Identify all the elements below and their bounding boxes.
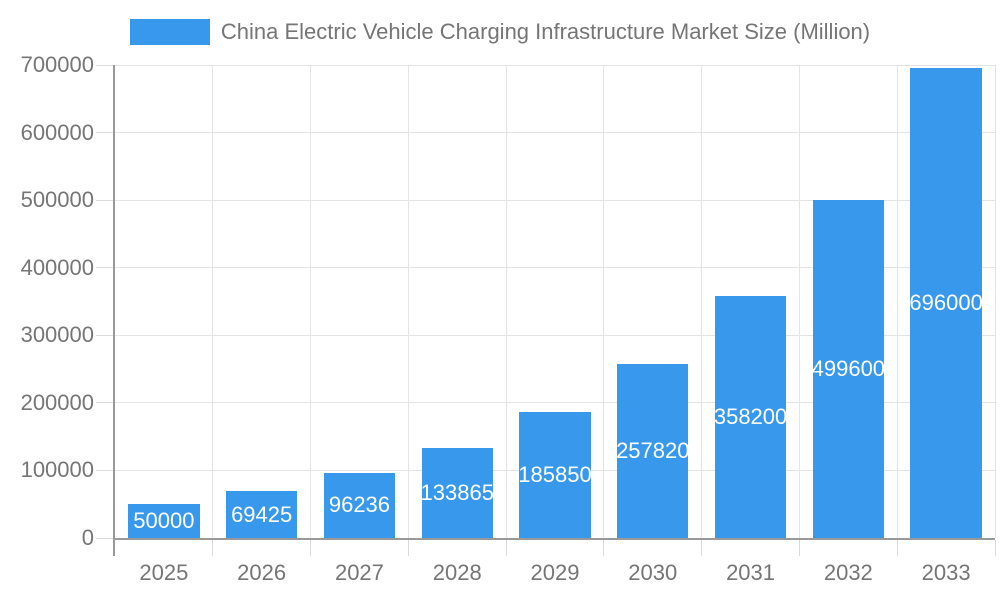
x-tick-label: 2026 xyxy=(237,560,287,585)
bar[interactable]: 69425 xyxy=(225,491,298,538)
x-tick xyxy=(603,540,605,556)
bar-value-label: 257820 xyxy=(616,437,690,463)
bar[interactable]: 499600 xyxy=(811,200,886,538)
bar-value-label: 96236 xyxy=(328,492,391,518)
legend[interactable]: China Electric Vehicle Charging Infrastr… xyxy=(0,19,1000,45)
bar[interactable]: 50000 xyxy=(128,504,200,538)
bar[interactable]: 358200 xyxy=(713,295,788,538)
y-tick-label: 200000 xyxy=(20,389,94,415)
bar[interactable]: 133865 xyxy=(420,447,494,538)
v-gridline xyxy=(798,65,800,538)
bar-value-label: 358200 xyxy=(713,403,788,429)
h-gridline xyxy=(115,334,995,336)
y-tick-label: 100000 xyxy=(20,457,94,483)
x-tick-label: 2032 xyxy=(823,560,873,585)
v-gridline xyxy=(505,65,507,538)
h-gridline xyxy=(115,402,995,404)
x-tick xyxy=(505,540,507,556)
bar[interactable]: 696000 xyxy=(909,67,983,538)
y-tick-label: 600000 xyxy=(20,119,94,145)
v-gridline xyxy=(994,65,996,538)
v-gridline xyxy=(896,65,898,538)
y-tick xyxy=(96,64,113,66)
legend-label: China Electric Vehicle Charging Infrastr… xyxy=(220,19,871,44)
y-tick-label: 0 xyxy=(81,525,94,550)
x-tick-label: 2030 xyxy=(628,560,678,585)
y-tick xyxy=(96,469,113,471)
v-gridline xyxy=(407,65,409,538)
h-gridline xyxy=(115,199,995,201)
x-axis-line xyxy=(113,538,995,540)
bar[interactable]: 96236 xyxy=(323,472,396,538)
v-gridline xyxy=(603,65,605,538)
x-tick-label: 2029 xyxy=(530,560,580,585)
y-tick xyxy=(96,199,113,201)
h-gridline xyxy=(115,132,995,134)
v-gridline xyxy=(212,65,214,538)
x-tick xyxy=(407,540,409,556)
x-tick-label: 2025 xyxy=(139,560,189,585)
y-tick xyxy=(96,132,113,134)
y-tick xyxy=(96,537,113,539)
bar-value-label: 185850 xyxy=(518,462,592,488)
h-gridline xyxy=(115,64,995,66)
bar[interactable]: 257820 xyxy=(616,363,690,538)
v-gridline xyxy=(701,65,703,538)
x-tick-label: 2031 xyxy=(726,560,776,585)
bar[interactable]: 185850 xyxy=(518,412,592,538)
y-tick xyxy=(96,402,113,404)
y-tick-label: 400000 xyxy=(20,254,94,280)
x-tick xyxy=(701,540,703,556)
bar-value-label: 499600 xyxy=(811,356,886,382)
y-tick xyxy=(96,334,113,336)
x-tick xyxy=(896,540,898,556)
x-tick xyxy=(994,540,996,556)
y-tick xyxy=(96,267,113,269)
y-tick-label: 300000 xyxy=(20,322,94,348)
bar-value-label: 696000 xyxy=(909,289,983,315)
y-axis-line xyxy=(113,65,115,556)
bar-value-label: 50000 xyxy=(133,508,195,534)
legend-swatch-icon xyxy=(129,19,210,45)
y-tick-label: 700000 xyxy=(20,52,94,77)
x-tick xyxy=(310,540,312,556)
bar-value-label: 133865 xyxy=(420,479,494,505)
v-gridline xyxy=(310,65,312,538)
h-gridline xyxy=(115,267,995,269)
x-tick-label: 2028 xyxy=(432,560,482,585)
bar-value-label: 69425 xyxy=(231,501,293,527)
x-tick-label: 2033 xyxy=(921,560,971,585)
x-tick xyxy=(212,540,214,556)
x-tick xyxy=(798,540,800,556)
x-tick-label: 2027 xyxy=(334,560,384,585)
y-tick-label: 500000 xyxy=(20,187,94,213)
